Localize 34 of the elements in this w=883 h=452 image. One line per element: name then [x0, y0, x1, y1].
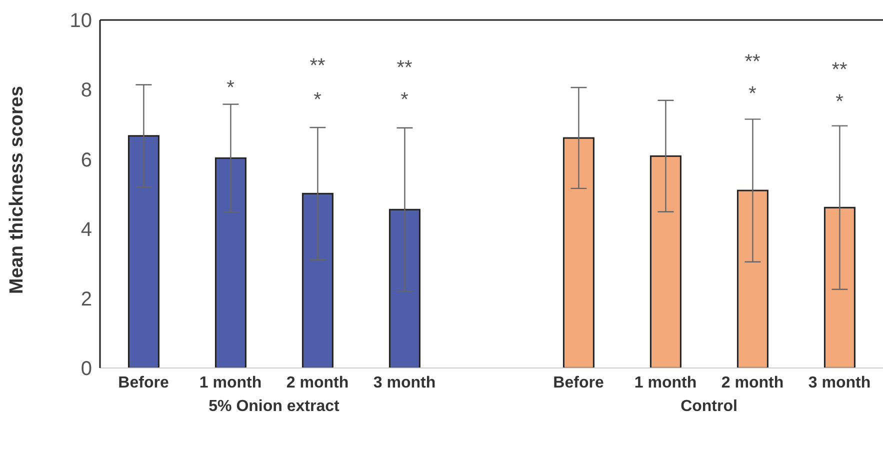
y-tick-label: 0: [80, 358, 92, 380]
annotation: **: [744, 51, 762, 73]
bar: [388, 208, 420, 368]
x-tick-label: 1 month: [634, 374, 697, 392]
annotation: **: [830, 59, 848, 81]
y-tick-label: 2: [80, 288, 92, 310]
annotation: *: [834, 91, 844, 113]
annotation: *: [312, 89, 322, 111]
x-tick-label: 2 month: [721, 374, 784, 392]
x-tick-label: 3 month: [373, 374, 436, 392]
bar: [214, 157, 246, 368]
x-tick-label: 1 month: [199, 374, 262, 392]
x-tick-label: 2 month: [286, 374, 349, 392]
bar: [302, 192, 334, 368]
x-tick-label: Before: [553, 374, 604, 392]
text: Control: [680, 398, 738, 416]
y-tick-label: 6: [80, 149, 92, 172]
y-tick-label: 4: [80, 218, 92, 241]
y-tick-label: 10: [70, 10, 92, 32]
x-tick-label: Before: [118, 374, 169, 392]
annotation: **: [396, 57, 414, 79]
bar: [128, 135, 160, 368]
annotation: *: [400, 89, 410, 111]
annotation: *: [748, 83, 758, 105]
annotation: **: [308, 55, 326, 77]
bar: [736, 190, 768, 368]
y-axis-title: Mean thickness scores: [6, 86, 28, 294]
text: 5% Onion extract: [208, 398, 340, 416]
y-tick-label: 8: [80, 80, 92, 102]
bar: [562, 137, 594, 368]
annotation: *: [226, 77, 236, 99]
bar: [650, 155, 682, 368]
x-tick-label: 3 month: [808, 374, 871, 392]
bar: [824, 206, 856, 368]
